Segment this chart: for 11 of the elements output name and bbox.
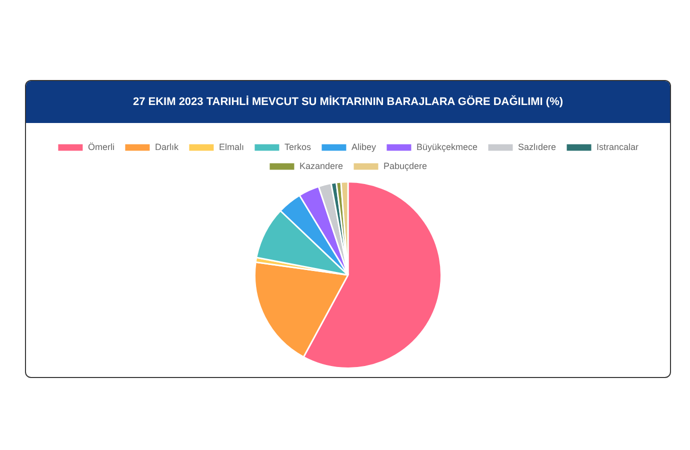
chart-title: 27 EKIM 2023 TARIHLİ MEVCUT SU MİKTARININ BARAJLARA GÖRE DAĞILIMI (%) bbox=[26, 81, 670, 123]
legend-label: Sazlıdere bbox=[518, 142, 556, 152]
legend-label: Pabuçdere bbox=[384, 160, 428, 171]
legend-label: Büyükçekmece bbox=[416, 142, 478, 152]
legend-label: Darlık bbox=[154, 142, 179, 152]
legend-label: Alibey bbox=[351, 142, 376, 152]
legend-label: Terkos bbox=[284, 142, 312, 152]
legend-label: Elmalı bbox=[218, 142, 244, 152]
legend-label: Istrancalar bbox=[596, 142, 639, 152]
legend-label: Kazandere bbox=[299, 160, 344, 171]
legend-label: Ömerli bbox=[88, 142, 114, 152]
